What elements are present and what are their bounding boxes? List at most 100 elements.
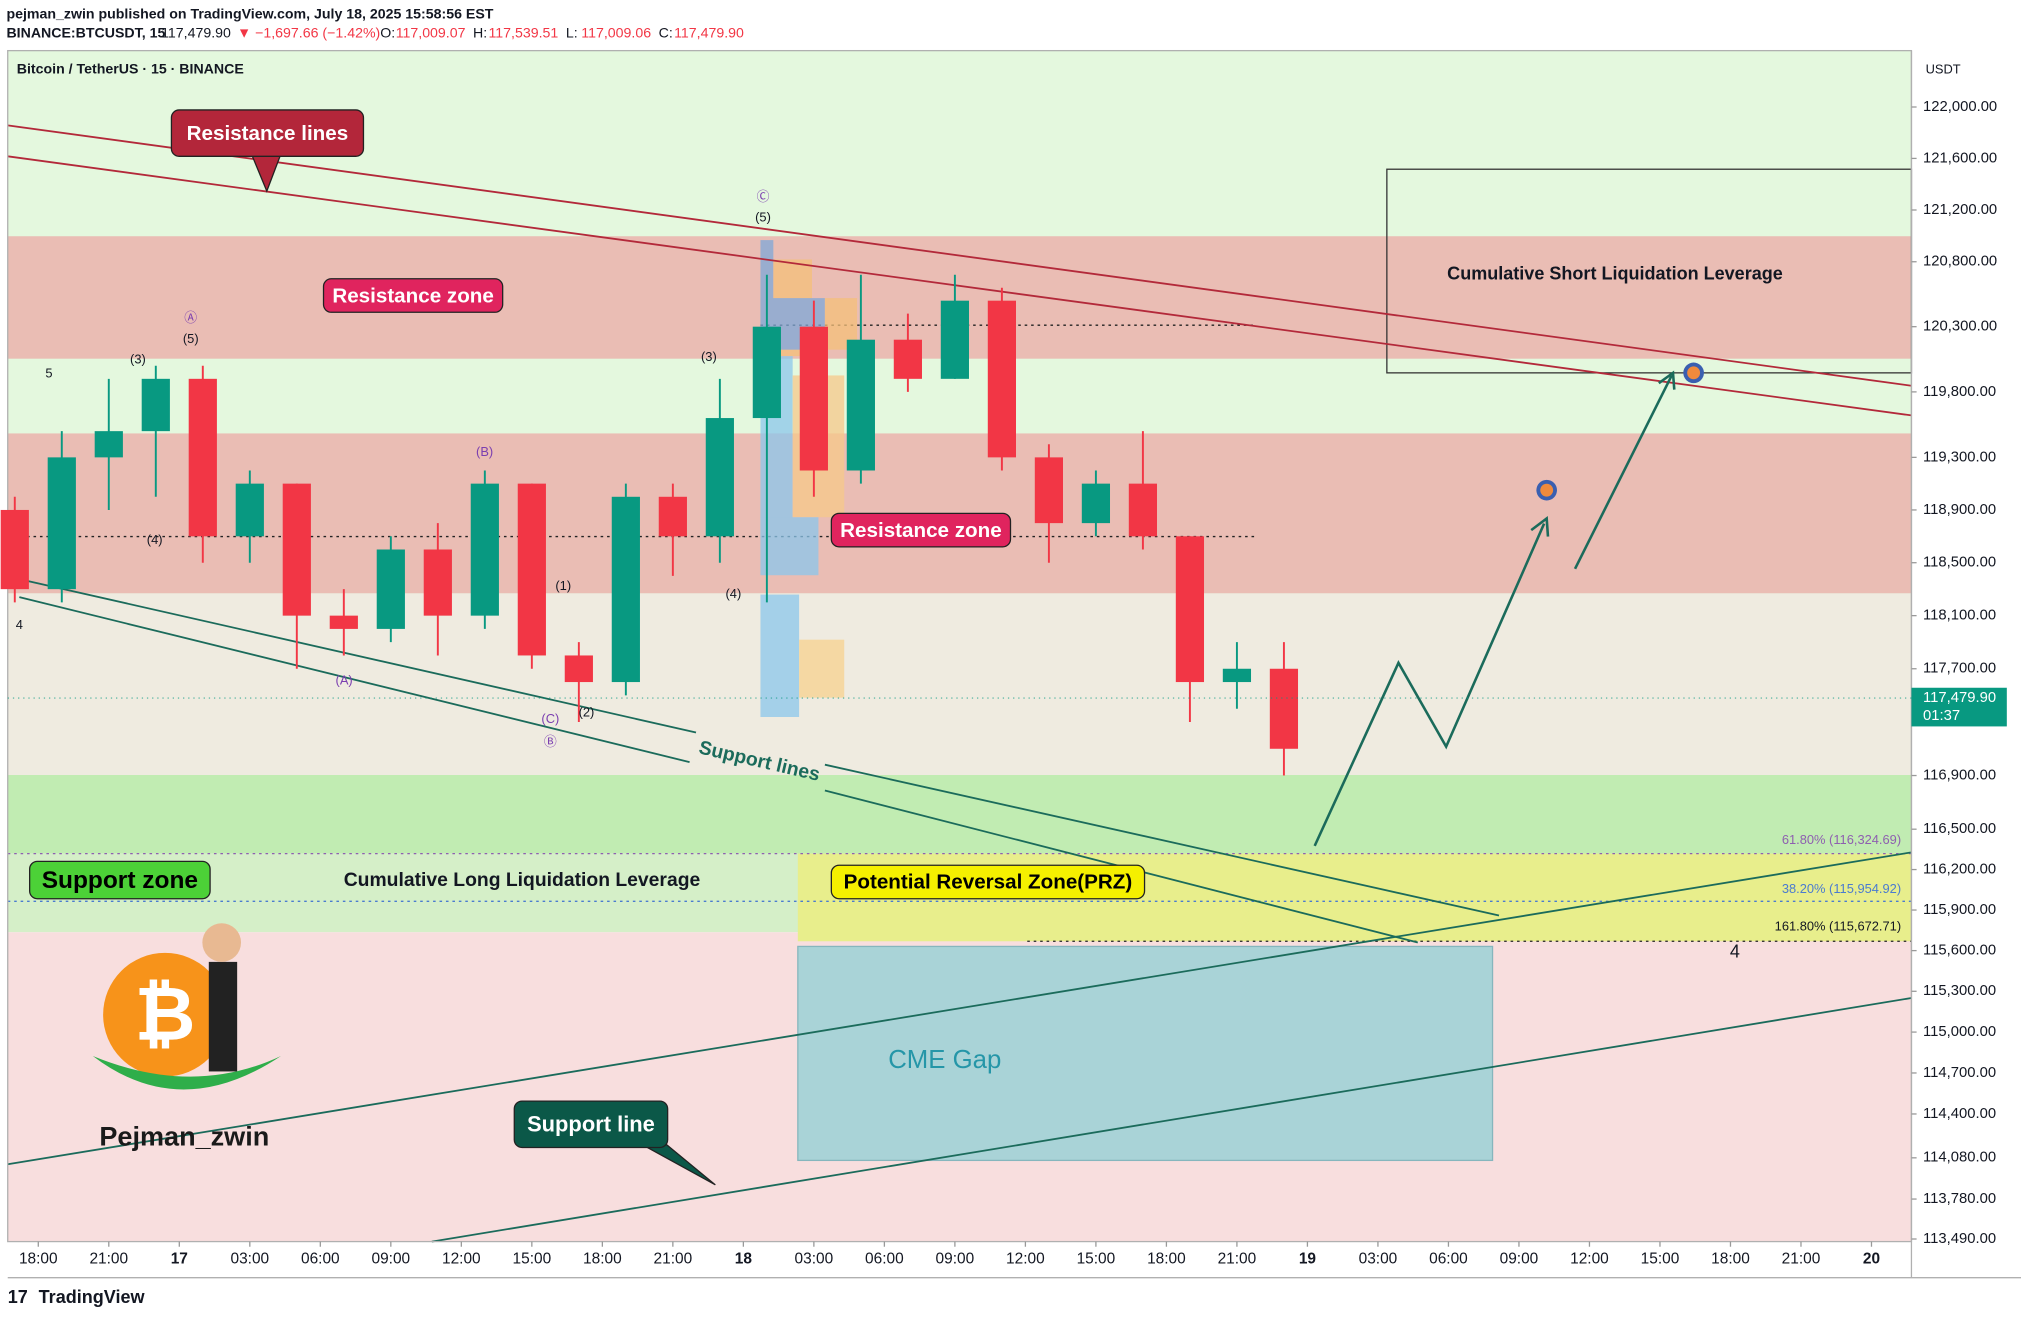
rising-support-line: [431, 997, 1912, 1243]
x-tick-label: 09:00: [371, 1251, 410, 1268]
x-tick-label: 09:00: [1500, 1251, 1539, 1268]
x-tick-label: 15:00: [1077, 1251, 1116, 1268]
ohlc-label: C:: [659, 26, 673, 42]
candle-body: [846, 339, 875, 471]
wave-label: (3): [701, 349, 717, 364]
y-tick-label: 119,300.00: [1923, 449, 1996, 465]
candle-body: [799, 326, 828, 471]
annotation: Resistance lines: [187, 122, 349, 145]
x-tick-label: 18:00: [1711, 1251, 1750, 1268]
y-tick-label: 114,400.00: [1923, 1106, 1996, 1122]
candle-body: [0, 509, 29, 590]
y-tick-label: 116,500.00: [1923, 821, 1996, 837]
annotation: Potential Reversal Zone(PRZ): [844, 871, 1133, 894]
ohlc-value: 117,539.51: [488, 26, 558, 42]
x-tick-label: 15:00: [513, 1251, 552, 1268]
wave-label: 4: [16, 617, 23, 632]
support-line: [19, 578, 697, 734]
x-tick-label: 12:00: [442, 1251, 481, 1268]
x-tick-label: 18:00: [1147, 1251, 1186, 1268]
wave-label: (5): [755, 210, 771, 225]
candle-body: [1269, 668, 1299, 749]
resistance-line: [7, 155, 1912, 417]
neutral-band: [7, 593, 1912, 776]
candle-body: [987, 300, 1016, 458]
x-tick-label: 21:00: [89, 1251, 128, 1268]
y-tick-label: 115,000.00: [1923, 1024, 1996, 1040]
wave-label: 5: [45, 366, 52, 381]
symbol: BINANCE:BTCUSDT, 15: [6, 26, 165, 42]
x-tick-label: 18:00: [583, 1251, 622, 1268]
y-tick-label: 122,000.00: [1923, 99, 1997, 115]
candle-body: [517, 483, 546, 656]
last-price-tag: [1911, 687, 2007, 727]
resistance-line: [7, 124, 1912, 387]
x-tick-label: 12:00: [1570, 1251, 1609, 1268]
wave-label: (4): [147, 532, 163, 547]
candle-body: [705, 418, 734, 537]
support-line: [824, 763, 1500, 917]
countdown: 01:37: [1923, 708, 1960, 724]
callout-box: [170, 109, 365, 157]
fib-label: 61.80% (116,324.69): [1782, 832, 1901, 847]
candle-body: [1081, 483, 1111, 524]
wave-label: (C): [541, 711, 559, 726]
logo-text: Pejman_zwin: [99, 1122, 269, 1152]
ohlc-label: O:: [380, 26, 395, 42]
callout-box: [830, 512, 1012, 548]
rising-support-line: [7, 851, 1912, 1166]
annotation: Cumulative Long Liquidation Leverage: [344, 870, 701, 891]
candle-body: [940, 300, 969, 379]
annotation: Resistance zone: [332, 284, 494, 307]
wave-label: 4: [1730, 942, 1740, 962]
callout-box: [513, 1100, 669, 1149]
candle-body: [1034, 457, 1063, 524]
wave-label: Ⓐ: [184, 310, 197, 325]
x-tick-label: 06:00: [301, 1251, 340, 1268]
chart-title: Bitcoin / TetherUS · 15 · BINANCE: [17, 62, 244, 78]
candle-body: [329, 615, 358, 629]
annotation: Support line: [527, 1111, 655, 1136]
logo: ₿: [92, 923, 281, 1090]
candle-body: [658, 496, 687, 537]
target-icon: [1536, 362, 1704, 501]
candle-body: [470, 483, 499, 616]
callout-box: [830, 864, 1146, 900]
x-tick-label: 17: [171, 1251, 188, 1268]
candle-body: [423, 549, 452, 616]
y-tick-label: 121,600.00: [1923, 150, 1997, 166]
y-tick-label: 113,490.00: [1923, 1231, 1996, 1247]
x-tick-label: 09:00: [936, 1251, 975, 1268]
volume-profile: [760, 240, 858, 718]
wave-label: Ⓑ: [544, 734, 557, 749]
candle-body: [893, 339, 922, 379]
candle-body: [235, 483, 264, 537]
header-price: 117,479.90: [161, 26, 231, 42]
wave-label: (2): [579, 705, 595, 720]
ohlc-label: H:: [473, 26, 487, 42]
y-tick-label: 113,780.00: [1923, 1191, 1996, 1207]
ohlc-value: 117,009.06: [581, 26, 651, 42]
y-tick-label: 119,800.00: [1923, 384, 1996, 400]
candle-body: [1175, 536, 1205, 683]
annotation: Support zone: [42, 867, 198, 894]
candle-body: [1128, 483, 1158, 537]
y-tick-label: 121,200.00: [1923, 202, 1997, 218]
y-tick-label: 120,800.00: [1923, 254, 1997, 270]
candle-body: [94, 431, 123, 458]
svg-text:₿: ₿: [135, 972, 196, 1056]
x-tick-label: 06:00: [865, 1251, 904, 1268]
wave-label: (1): [555, 578, 571, 593]
x-tick-label: 20: [1863, 1251, 1880, 1268]
brand-icon: 17: [8, 1287, 28, 1307]
arrow-head: [1530, 516, 1550, 537]
wave-label: (3): [130, 351, 146, 366]
ohlc-value: 117,479.90: [674, 26, 744, 42]
fib-label: 161.80% (115,672.71): [1775, 918, 1901, 933]
y-tick-label: 120,300.00: [1923, 319, 1997, 335]
candle-body: [188, 378, 217, 537]
y-tick-label: 117,700.00: [1923, 661, 1996, 677]
candle-body: [47, 457, 76, 590]
header-change: ▼ −1,697.66 (−1.42%): [237, 26, 380, 42]
wave-label: Ⓒ: [757, 189, 770, 204]
